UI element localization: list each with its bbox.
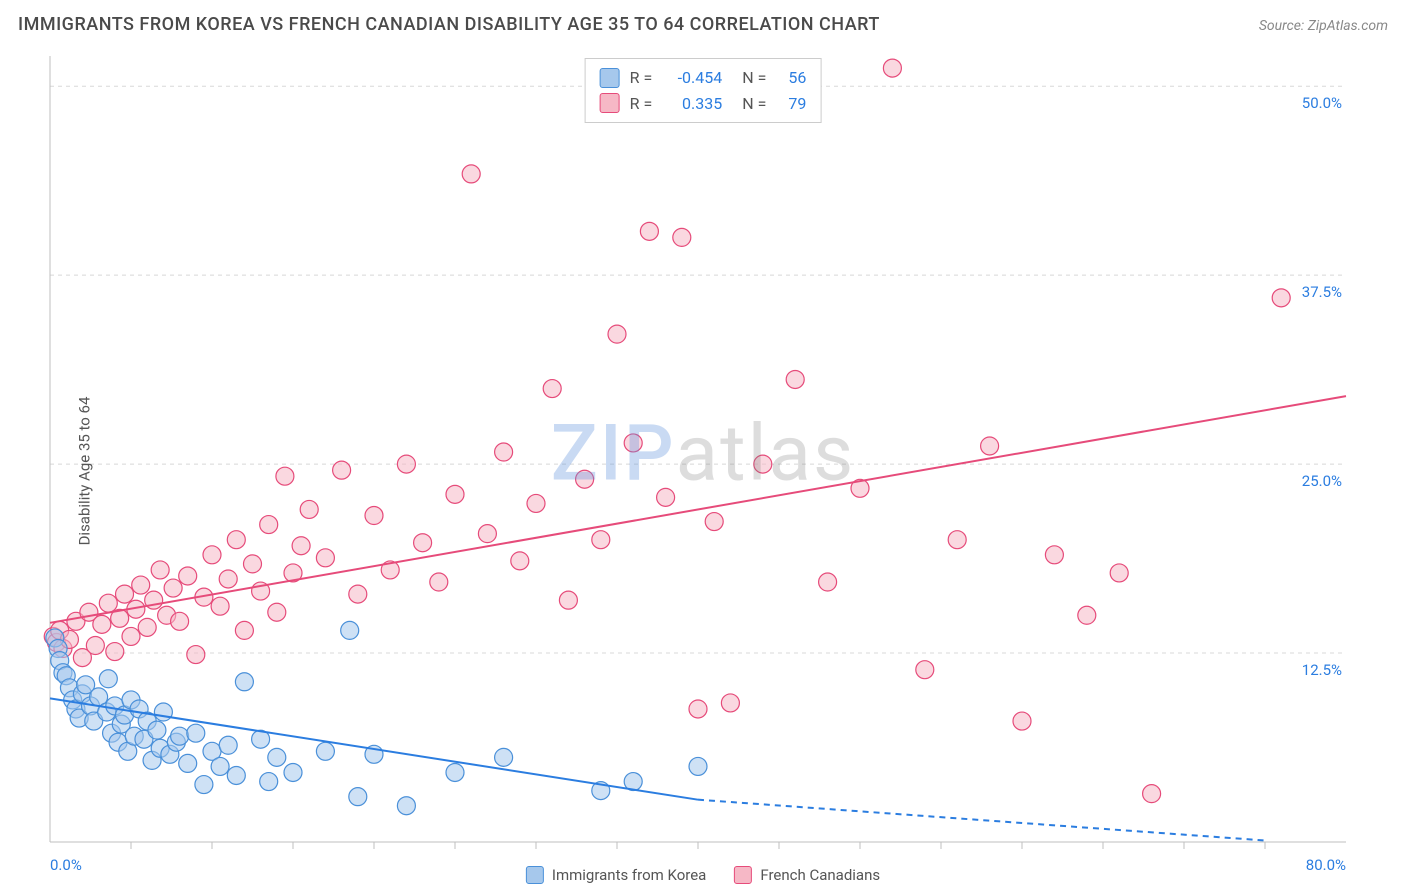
- scatter-plot: 12.5% 25.0% 37.5% 50.0% 0.0% 80.0%: [0, 50, 1406, 892]
- stats-n-value: 56: [776, 65, 806, 91]
- legend-swatch: [526, 866, 544, 884]
- stats-n-label: N =: [742, 65, 766, 91]
- stats-n-label: N =: [742, 91, 766, 117]
- svg-text:37.5%: 37.5%: [1302, 283, 1342, 301]
- stats-r-value: -0.454: [662, 65, 722, 91]
- stats-row: R = -0.454 N = 56: [600, 65, 807, 91]
- stats-r-value: 0.335: [662, 91, 722, 117]
- chart-header: IMMIGRANTS FROM KOREA VS FRENCH CANADIAN…: [0, 0, 1406, 43]
- chart-area: Disability Age 35 to 64 12.5% 25.0% 37.5% 5…: [0, 50, 1406, 892]
- svg-text:25.0%: 25.0%: [1302, 472, 1342, 490]
- chart-title: IMMIGRANTS FROM KOREA VS FRENCH CANADIAN…: [18, 14, 880, 35]
- svg-text:80.0%: 80.0%: [1306, 856, 1346, 874]
- svg-text:12.5%: 12.5%: [1302, 661, 1342, 679]
- y-axis-label: Disability Age 35 to 64: [75, 397, 93, 546]
- svg-text:50.0%: 50.0%: [1302, 94, 1342, 112]
- svg-text:0.0%: 0.0%: [50, 856, 82, 874]
- stats-legend: R = -0.454 N = 56 R = 0.335 N = 79: [585, 58, 822, 123]
- stats-n-value: 79: [776, 91, 806, 117]
- stats-swatch: [600, 68, 620, 88]
- legend-item: French Canadians: [734, 866, 880, 884]
- stats-r-label: R =: [630, 91, 653, 117]
- legend-item: Immigrants from Korea: [526, 866, 706, 884]
- legend-label: Immigrants from Korea: [552, 866, 706, 884]
- stats-row: R = 0.335 N = 79: [600, 91, 807, 117]
- bottom-legend: Immigrants from Korea French Canadians: [526, 866, 880, 884]
- legend-label: French Canadians: [760, 866, 880, 884]
- chart-source: Source: ZipAtlas.com: [1259, 18, 1388, 34]
- stats-r-label: R =: [630, 65, 653, 91]
- legend-swatch: [734, 866, 752, 884]
- stats-swatch: [600, 93, 620, 113]
